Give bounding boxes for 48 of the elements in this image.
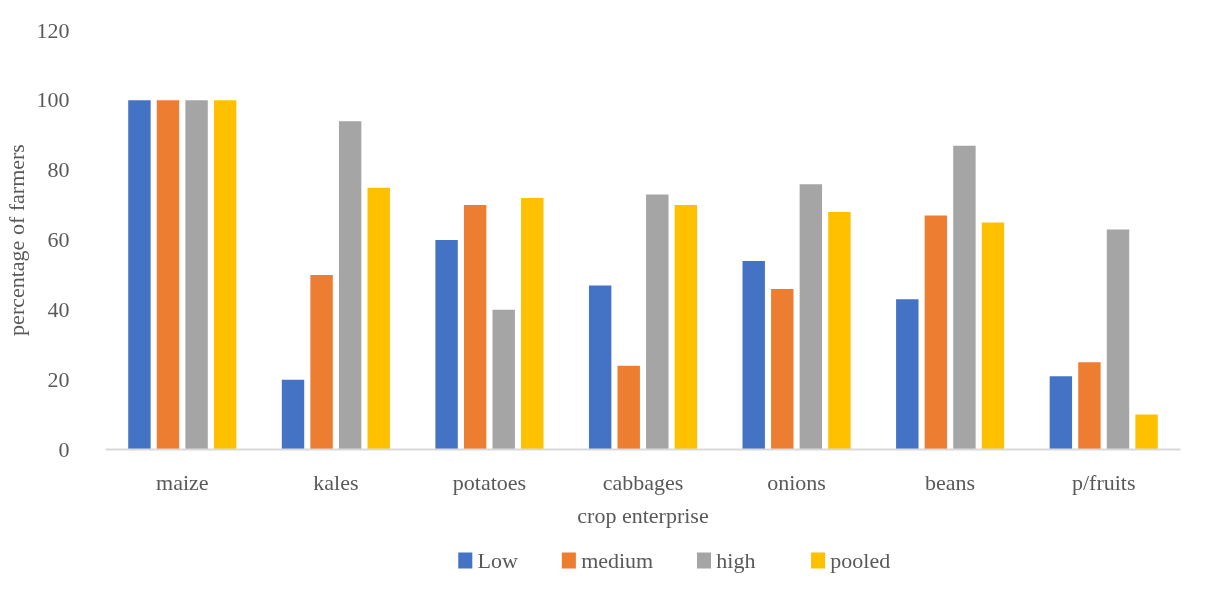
x-tick-label: onions — [767, 469, 826, 495]
bar — [1135, 414, 1158, 450]
bar — [588, 285, 612, 450]
y-tick-label: 100 — [36, 87, 70, 113]
bar — [617, 365, 640, 450]
bar — [213, 100, 237, 450]
bar — [981, 222, 1005, 450]
bar — [799, 184, 823, 450]
bar — [463, 205, 487, 450]
bar — [185, 100, 208, 450]
y-tick-label: 0 — [58, 436, 70, 462]
bar — [1049, 376, 1073, 450]
bar — [742, 260, 765, 450]
y-tick-label: 80 — [47, 157, 70, 183]
bar — [367, 187, 390, 450]
x-tick-label: p/fruits — [1071, 469, 1136, 495]
bar — [896, 299, 919, 450]
y-axis-title: percentage of farmers — [3, 144, 29, 336]
bar — [1106, 229, 1130, 450]
bar — [521, 198, 544, 450]
y-tick-label: 120 — [36, 17, 70, 43]
x-tick-label: potatoes — [452, 469, 527, 495]
bar — [281, 379, 305, 450]
bar — [435, 240, 458, 450]
legend-label: medium — [581, 548, 654, 573]
bar — [1078, 362, 1101, 450]
bar — [674, 205, 698, 450]
x-tick-label: cabbages — [602, 469, 684, 495]
bar — [924, 215, 948, 450]
legend-label: pooled — [830, 548, 891, 573]
x-tick-label: kales — [313, 469, 359, 495]
x-axis-title: crop enterprise — [577, 502, 709, 528]
bar — [771, 288, 794, 450]
legend-label: Low — [477, 548, 519, 573]
bar — [310, 274, 333, 450]
bar — [953, 145, 976, 450]
y-tick-label: 20 — [47, 366, 70, 392]
bar — [128, 100, 151, 450]
legend-label: high — [716, 548, 756, 573]
y-tick-label: 60 — [47, 227, 70, 252]
bar — [492, 309, 515, 450]
bar — [338, 121, 362, 450]
bar — [646, 194, 669, 450]
bar — [828, 212, 851, 450]
y-tick-label: 40 — [47, 296, 70, 322]
x-tick-label: maize — [156, 469, 209, 495]
bar — [156, 100, 180, 450]
x-tick-label: beans — [925, 469, 976, 495]
